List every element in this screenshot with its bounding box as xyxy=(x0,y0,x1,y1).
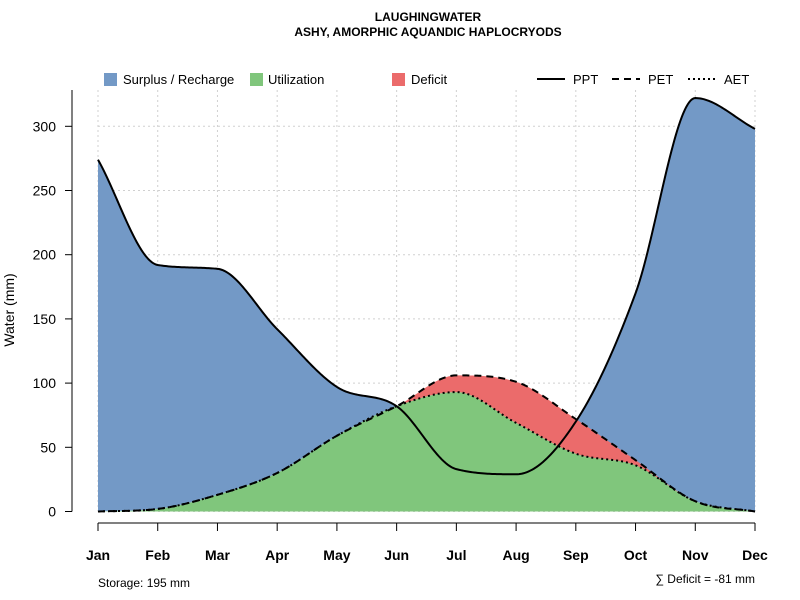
area-utilization xyxy=(98,392,755,512)
area-surplus xyxy=(98,98,755,512)
legend-label-utilization: Utilization xyxy=(268,72,324,87)
x-tick-label: Dec xyxy=(742,547,768,563)
x-tick-label: May xyxy=(323,547,350,563)
x-tick-label: Oct xyxy=(624,547,648,563)
x-tick-label: Jun xyxy=(384,547,409,563)
y-tick-label: 300 xyxy=(33,118,57,134)
x-tick-label: Jul xyxy=(446,547,466,563)
y-axis-label: Water (mm) xyxy=(1,273,17,346)
x-tick-label: Nov xyxy=(682,547,709,563)
y-tick-label: 150 xyxy=(33,311,57,327)
chart-title: LAUGHINGWATER xyxy=(375,10,482,24)
x-tick-label: Jan xyxy=(86,547,110,563)
x-tick-label: Apr xyxy=(265,547,290,563)
y-tick-label: 50 xyxy=(40,439,56,455)
legend-swatch-utilization xyxy=(250,73,263,86)
legend-label-ppt: PPT xyxy=(573,72,598,87)
y-tick-label: 100 xyxy=(33,375,57,391)
y-tick-label: 200 xyxy=(33,247,57,263)
legend-label-deficit: Deficit xyxy=(411,72,448,87)
legend-label-aet: AET xyxy=(724,72,749,87)
legend-label-surplus: Surplus / Recharge xyxy=(123,72,234,87)
x-tick-label: Feb xyxy=(145,547,170,563)
storage-note: Storage: 195 mm xyxy=(98,576,190,590)
x-tick-label: Aug xyxy=(502,547,529,563)
legend-label-pet: PET xyxy=(648,72,673,87)
legend: Surplus / Recharge Utilization Deficit P… xyxy=(104,72,749,87)
legend-swatch-surplus xyxy=(104,73,117,86)
legend-swatch-deficit xyxy=(392,73,405,86)
y-tick-label: 0 xyxy=(48,504,56,520)
x-tick-label: Sep xyxy=(563,547,589,563)
y-tick-label: 250 xyxy=(33,183,57,199)
plot-area: 0 50 100 150 200 250 300 Jan Feb Mar Apr May Jun Jul A… xyxy=(33,90,768,563)
series-line-ppt xyxy=(97,97,756,476)
chart-subtitle: ASHY, AMORPHIC AQUANDIC HAPLOCRYODS xyxy=(294,25,561,39)
x-tick-label: Mar xyxy=(205,547,230,563)
series-line-pet xyxy=(97,374,756,513)
deficit-note: ∑ Deficit = -81 mm xyxy=(655,572,755,586)
